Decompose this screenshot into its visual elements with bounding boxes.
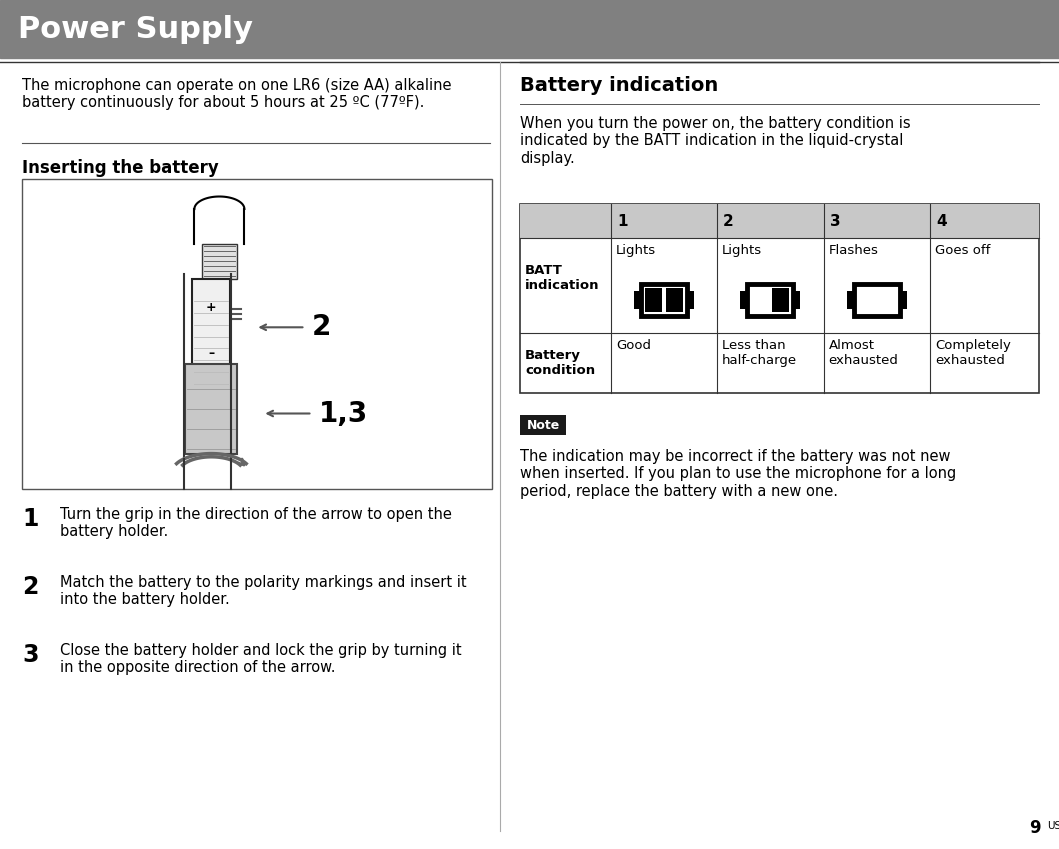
Text: Power Supply: Power Supply: [18, 14, 253, 43]
Bar: [0, 0, 1059, 58]
Text: The microphone can operate on one LR6 (size AA) alkaline
battery continuously fo: The microphone can operate on one LR6 (s…: [22, 78, 451, 110]
Text: Almost
exhausted: Almost exhausted: [828, 339, 898, 367]
Text: Inserting the battery: Inserting the battery: [22, 159, 219, 177]
Text: +: +: [207, 301, 217, 314]
Bar: [193, 279, 231, 394]
Bar: [793, 291, 801, 308]
Text: BATT
indication: BATT indication: [525, 263, 599, 291]
Bar: [666, 288, 683, 312]
Text: Lights: Lights: [616, 244, 656, 257]
Text: 1,3: 1,3: [319, 400, 367, 428]
Bar: [22, 179, 492, 489]
Bar: [900, 291, 907, 308]
Text: Goes off: Goes off: [935, 244, 990, 257]
Text: Note: Note: [526, 419, 559, 431]
Bar: [185, 364, 237, 454]
Text: 9: 9: [1029, 819, 1041, 837]
Text: US: US: [1047, 821, 1059, 831]
Bar: [520, 415, 566, 435]
Bar: [687, 291, 694, 308]
Text: Battery indication: Battery indication: [520, 76, 718, 95]
Text: Match the battery to the polarity markings and insert it
into the battery holder: Match the battery to the polarity markin…: [60, 575, 467, 607]
Text: 3: 3: [829, 213, 840, 228]
Text: 2: 2: [723, 213, 734, 228]
Bar: [748, 284, 793, 316]
Text: Completely
exhausted: Completely exhausted: [935, 339, 1011, 367]
Text: Less than
half-charge: Less than half-charge: [722, 339, 797, 367]
Text: 2: 2: [311, 313, 330, 341]
Text: Flashes: Flashes: [828, 244, 879, 257]
Bar: [202, 244, 237, 279]
Text: Good: Good: [616, 339, 651, 352]
Text: When you turn the power on, the battery condition is
indicated by the BATT indic: When you turn the power on, the battery …: [520, 116, 911, 166]
Text: 4: 4: [936, 213, 947, 228]
Bar: [740, 291, 748, 308]
Text: Lights: Lights: [722, 244, 762, 257]
Bar: [641, 284, 687, 316]
Bar: [520, 204, 1039, 238]
Bar: [772, 288, 789, 312]
Bar: [847, 291, 854, 308]
Text: 1: 1: [616, 213, 627, 228]
Bar: [645, 288, 662, 312]
Text: –: –: [209, 347, 215, 360]
Text: Close the battery holder and lock the grip by turning it
in the opposite directi: Close the battery holder and lock the gr…: [60, 643, 462, 676]
Text: Turn the grip in the direction of the arrow to open the
battery holder.: Turn the grip in the direction of the ar…: [60, 507, 452, 539]
Bar: [854, 284, 900, 316]
Text: 2: 2: [22, 575, 38, 599]
Text: 3: 3: [22, 643, 38, 667]
Text: Battery
condition: Battery condition: [525, 349, 595, 377]
Text: 1: 1: [22, 507, 38, 531]
Bar: [634, 291, 641, 308]
Text: The indication may be incorrect if the battery was not new
when inserted. If you: The indication may be incorrect if the b…: [520, 449, 956, 499]
Bar: [520, 204, 1039, 393]
